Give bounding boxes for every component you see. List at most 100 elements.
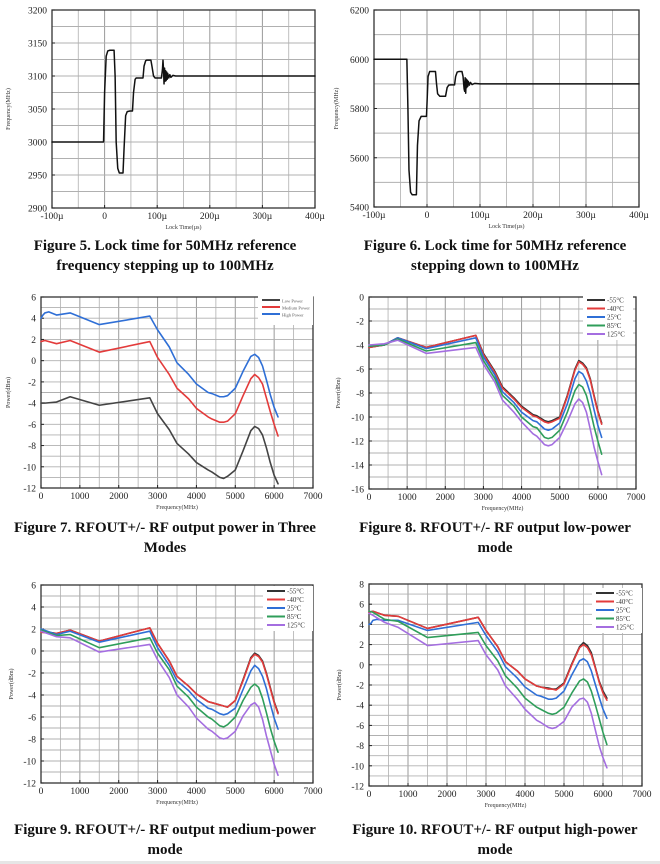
y-tick-label: 3050 xyxy=(28,106,47,116)
x-tick-label: 100µ xyxy=(147,212,167,222)
x-tick-label: 7000 xyxy=(304,787,323,797)
x-tick-label: 6000 xyxy=(265,492,284,502)
series-line-85-c xyxy=(368,338,603,455)
x-tick-label: 0 xyxy=(367,493,372,503)
y-tick-label: 2 xyxy=(31,626,36,636)
x-tick-label: 7000 xyxy=(633,790,652,800)
y-tick-label: 6 xyxy=(359,601,364,611)
x-tick-label: 3000 xyxy=(474,493,493,503)
y-axis-title: Power(dBm) xyxy=(335,378,342,409)
x-axis-title: Frequency(MHz) xyxy=(156,799,198,806)
x-tick-label: 1000 xyxy=(70,787,89,797)
y-tick-label: -12 xyxy=(351,438,364,448)
x-axis-title: Frequency(MHz) xyxy=(482,505,524,512)
x-tick-label: 7000 xyxy=(304,492,323,502)
series-group xyxy=(40,311,279,485)
y-tick-label: -8 xyxy=(28,442,36,452)
legend: Low Power Medium Power High Power xyxy=(258,295,313,325)
legend-label: 125°C xyxy=(616,624,634,632)
legend-label: 85°C xyxy=(287,613,302,621)
y-tick-label: -6 xyxy=(28,714,36,724)
x-tick-label: 5000 xyxy=(555,790,574,800)
x-tick-label: 0 xyxy=(39,787,44,797)
y-tick-label: 5400 xyxy=(350,204,369,214)
caption-fig6: Figure 6. Lock time for 50MHz reference … xyxy=(330,236,660,276)
caption-fig9: Figure 9. RFOUT+/- RF output medium-powe… xyxy=(0,820,330,860)
x-tick-label: 300µ xyxy=(253,212,273,222)
y-axis-title: Frequency(MHz) xyxy=(333,88,340,130)
legend-label: 25°C xyxy=(607,314,622,322)
caption-fig5-line2: frequency stepping up to 100MHz xyxy=(56,258,274,274)
y-tick-label: -4 xyxy=(28,400,36,410)
x-tick-label: 1000 xyxy=(70,492,89,502)
y-tick-label: -4 xyxy=(356,702,364,712)
caption-fig9-line2: mode xyxy=(147,842,183,858)
page-bottom-divider xyxy=(0,861,660,864)
series-line-low-power xyxy=(40,395,279,485)
caption-fig5-line1: Figure 5. Lock time for 50MHz reference xyxy=(33,238,297,254)
y-tick-label: -2 xyxy=(28,670,36,680)
x-tick-label: 400µ xyxy=(629,211,649,221)
y-tick-label: 4 xyxy=(31,315,36,325)
legend-label: 85°C xyxy=(616,615,631,623)
y-tick-label: 0 xyxy=(359,294,364,304)
y-tick-label: -8 xyxy=(28,736,36,746)
y-tick-label: 2900 xyxy=(28,205,47,215)
y-tick-label: -12 xyxy=(23,485,36,495)
series-line-40-c xyxy=(40,627,279,715)
x-tick-label: 6000 xyxy=(594,790,613,800)
legend-label: 25°C xyxy=(287,605,302,613)
caption-fig5: Figure 5. Lock time for 50MHz reference … xyxy=(0,236,330,276)
caption-fig7-line2: Modes xyxy=(143,540,187,556)
x-tick-label: 4000 xyxy=(187,787,206,797)
x-tick-label: 2000 xyxy=(438,790,457,800)
y-tick-label: -2 xyxy=(28,378,36,388)
y-tick-label: -12 xyxy=(351,783,364,793)
y-tick-label: 8 xyxy=(359,581,364,591)
legend-label: 25°C xyxy=(616,607,631,615)
x-tick-label: -100µ xyxy=(363,211,386,221)
caption-fig6-line1: Figure 6. Lock time for 50MHz reference xyxy=(363,238,627,254)
chart-fig5: -100µ 0 100µ 200µ 300µ 400µ 2900 2950 3000 3050 31… xyxy=(0,0,330,232)
chart-fig8-svg: 0 1000 2000 3000 4000 5000 6000 7000 -16 -14 -12 -1… xyxy=(335,294,646,513)
gridlines xyxy=(40,296,314,489)
caption-fig10: Figure 10. RFOUT+/- RF output high-power… xyxy=(330,820,660,860)
y-tick-label: 6 xyxy=(31,294,36,304)
y-tick-label: 3000 xyxy=(28,139,47,149)
x-tick-label: 6000 xyxy=(265,787,284,797)
chart-fig5-svg: -100µ 0 100µ 200µ 300µ 400µ 2900 2950 3000 3050 31… xyxy=(5,7,325,232)
chart-fig6: -100µ 0 100µ 200µ 300µ 400µ 5400 5600 5800 6000 62… xyxy=(330,0,660,232)
chart-fig6-svg: -100µ 0 100µ 200µ 300µ 400µ 5400 5600 5800 6000 62… xyxy=(333,7,649,231)
x-axis-title: Lock Time(µs) xyxy=(489,223,525,230)
caption-fig7: Figure 7. RFOUT+/- RF output power in Th… xyxy=(0,518,330,558)
y-tick-label: -10 xyxy=(23,758,36,768)
legend-label: 125°C xyxy=(287,622,305,630)
series-group xyxy=(373,58,640,196)
y-tick-label: -14 xyxy=(351,462,364,472)
x-tick-label: 2000 xyxy=(109,787,128,797)
x-tick-label: 4000 xyxy=(516,790,535,800)
y-tick-label: 3200 xyxy=(28,7,47,17)
y-axis-title: Power(dBm) xyxy=(5,377,12,408)
legend-label: -40°C xyxy=(607,305,624,313)
x-tick-label: 0 xyxy=(425,211,430,221)
legend-label: -55°C xyxy=(287,588,304,596)
caption-fig8-line2: mode xyxy=(477,540,513,556)
x-tick-label: 2000 xyxy=(436,493,455,503)
plot-frame xyxy=(40,584,314,784)
series-line-40-c xyxy=(368,334,603,425)
chart-fig10: 0 1000 2000 3000 4000 5000 6000 7000 -12 -10 -8 -6 -… xyxy=(330,570,660,810)
y-tick-label: 0 xyxy=(31,357,36,367)
y-tick-label: -6 xyxy=(356,722,364,732)
x-axis-title: Frequency(MHz) xyxy=(485,802,527,809)
x-tick-label: 0 xyxy=(367,790,372,800)
x-tick-label: 7000 xyxy=(627,493,646,503)
chart-fig9: 0 1000 2000 3000 4000 5000 6000 7000 -12 -10 -8 -6 -… xyxy=(0,570,330,810)
y-tick-label: -12 xyxy=(23,780,36,790)
caption-fig8-line1: Figure 8. RFOUT+/- RF output low-power xyxy=(359,520,631,536)
y-tick-label: 2 xyxy=(31,336,36,346)
series-line-high-power xyxy=(40,311,279,418)
y-tick-label: -6 xyxy=(356,366,364,376)
